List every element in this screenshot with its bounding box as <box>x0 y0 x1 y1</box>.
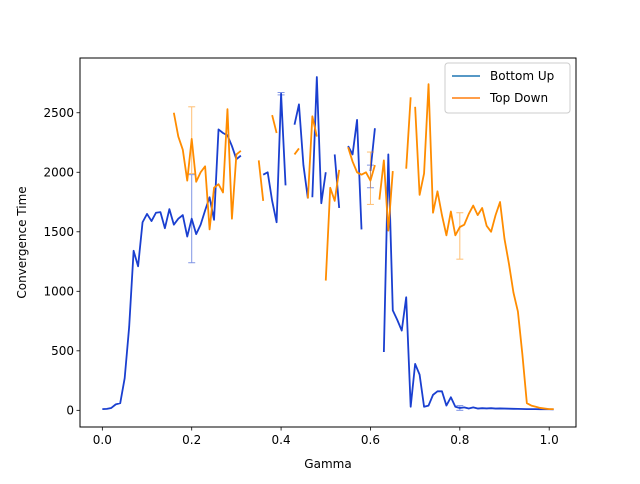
y-tick-label: 1000 <box>43 285 74 299</box>
error-bar-top-down <box>366 151 374 205</box>
axes-frame <box>79 57 577 428</box>
y-tick-label: 500 <box>51 344 74 358</box>
series-line-bottom-up <box>102 128 242 411</box>
series-line-top-down <box>293 147 300 155</box>
legend-label-top-down: Top Down <box>489 91 548 105</box>
x-tick-label: 0.6 <box>361 433 380 447</box>
error-bar-top-down <box>456 212 464 260</box>
series-line-top-down <box>405 97 412 169</box>
series-line-top-down <box>257 160 265 201</box>
series-bottom-up <box>102 76 554 411</box>
x-tick-label: 0.2 <box>182 433 201 447</box>
series-line-bottom-up <box>369 128 376 172</box>
series-line-top-down <box>271 114 278 134</box>
y-tick-label: 2500 <box>43 106 74 120</box>
x-tick-label: 0.8 <box>450 433 469 447</box>
plot-area <box>102 76 554 411</box>
error-bar-bottom-up <box>456 405 464 411</box>
error-bar-top-down <box>188 106 196 174</box>
series-line-top-down <box>306 115 318 199</box>
y-tick-label: 1500 <box>43 225 74 239</box>
series-line-bottom-up <box>347 119 363 230</box>
x-tick-label: 1.0 <box>540 433 559 447</box>
series-line-bottom-up <box>311 76 327 205</box>
y-tick-label: 0 <box>66 404 74 418</box>
x-tick-label: 0.4 <box>272 433 291 447</box>
y-tick-label: 2000 <box>43 166 74 180</box>
x-tick-label: 0.0 <box>93 433 112 447</box>
x-axis: 0.0 0.2 0.4 0.6 0.8 1.0 <box>93 427 559 447</box>
error-bar-bottom-up <box>188 174 196 264</box>
series-top-down <box>172 83 554 411</box>
series-line-top-down <box>414 83 554 411</box>
series-line-bottom-up <box>262 92 287 224</box>
x-axis-label: Gamma <box>304 457 351 471</box>
series-line-bottom-up <box>382 153 554 411</box>
y-axis: 0 500 1000 1500 2000 2500 <box>43 106 80 418</box>
y-axis-label: Convergence Time <box>15 186 29 298</box>
series-line-top-down <box>378 159 394 232</box>
series-line-bottom-up <box>293 103 309 199</box>
legend-label-bottom-up: Bottom Up <box>490 69 554 83</box>
error-bar-bottom-up <box>277 92 285 96</box>
legend: Bottom Up Top Down <box>444 62 571 114</box>
series-line-top-down <box>172 108 242 231</box>
series-line-top-down <box>324 169 341 281</box>
